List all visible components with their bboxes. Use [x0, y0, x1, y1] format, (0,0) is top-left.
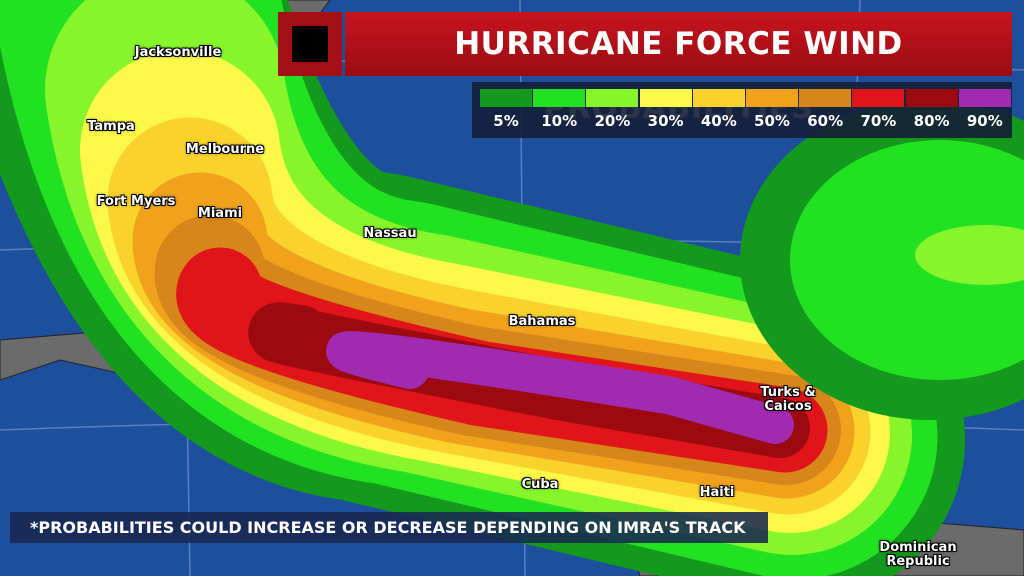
- legend-swatch: [852, 89, 905, 107]
- place-label: Melbourne: [185, 142, 265, 157]
- place-label: Jacksonville: [134, 45, 222, 60]
- distant-band: [790, 140, 1024, 380]
- place-label: Tampa: [87, 119, 135, 134]
- legend-swatch: [905, 89, 958, 107]
- legend-swatch: [533, 89, 586, 107]
- legend-label: 60%: [807, 112, 844, 130]
- legend-label: 50%: [754, 112, 790, 130]
- legend-label: 40%: [700, 112, 737, 130]
- legend-label: 70%: [860, 112, 897, 130]
- place-label: Dominican Republic: [879, 540, 957, 569]
- legend-label: 20%: [594, 112, 631, 130]
- legend-swatch: [639, 89, 692, 107]
- distant-band: [915, 225, 1024, 285]
- logo-icon: [278, 12, 342, 76]
- place-label: Miami: [197, 206, 243, 221]
- cone-band: [326, 331, 794, 444]
- legend-swatch: [480, 89, 532, 107]
- place-label: Bahamas: [508, 314, 576, 329]
- legend-swatch: [746, 89, 798, 107]
- legend-swatch: [958, 89, 1011, 107]
- place-label: Fort Myers: [96, 194, 176, 209]
- legend-label: 10%: [541, 112, 578, 130]
- legend-label: 90%: [966, 112, 1003, 130]
- legend-swatch: [692, 89, 745, 107]
- title: HURRICANE FORCE WIND PROBABILITIES: [345, 12, 1012, 126]
- place-label: Haiti: [699, 485, 735, 500]
- legend-label: 80%: [913, 112, 950, 130]
- footnote: *PROBABILITIES COULD INCREASE OR DECREAS…: [10, 512, 768, 543]
- place-label: Turks & Caicos: [760, 385, 816, 414]
- legend-label: 30%: [647, 112, 684, 130]
- legend: 5% 10% 20% 30% 40% 50% 60% 70% 80% 90%: [472, 82, 1012, 138]
- place-label: Cuba: [521, 477, 559, 492]
- place-label: Nassau: [363, 226, 417, 241]
- legend-swatch: [586, 89, 639, 107]
- legend-swatch: [799, 89, 852, 107]
- legend-label: 5%: [493, 112, 519, 130]
